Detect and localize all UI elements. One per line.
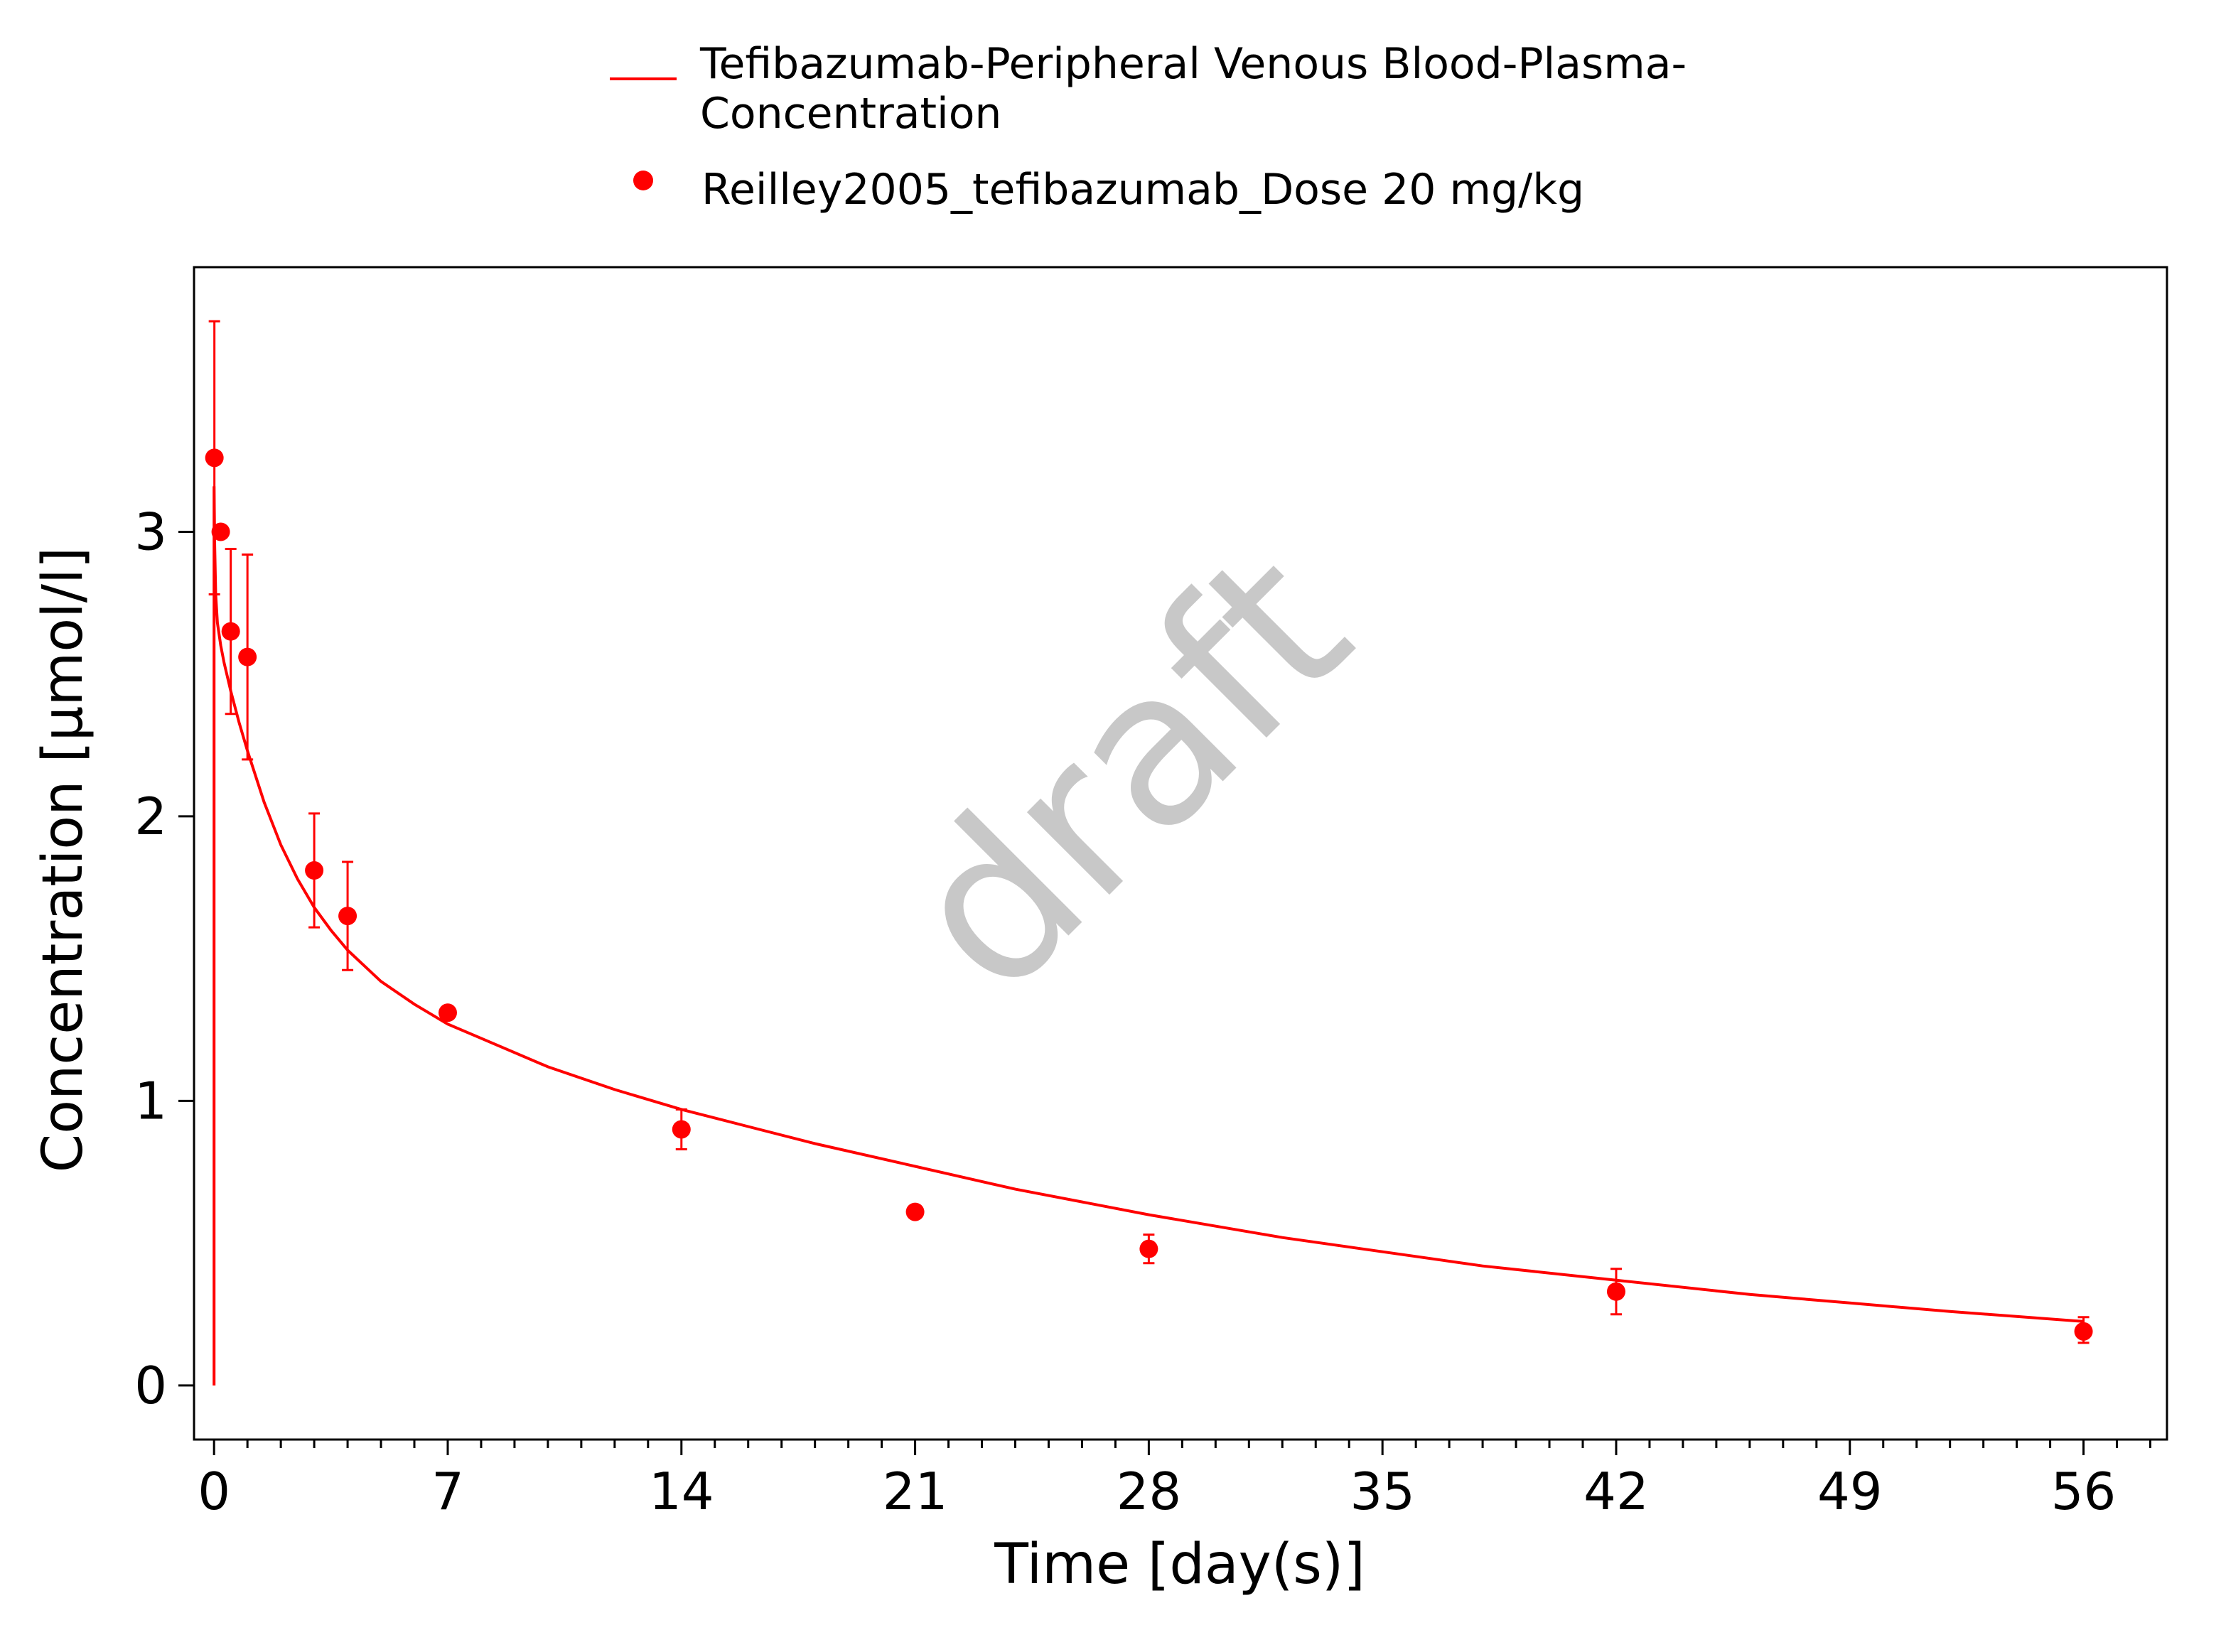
observed-point <box>672 1120 691 1139</box>
y-axis: 0 1 2 3 <box>134 502 194 1415</box>
x-tick-label: 49 <box>1817 1462 1883 1521</box>
legend-label-simulation-line2: Concentration <box>700 89 1001 139</box>
simulation-curve <box>213 486 2084 1386</box>
observed-point <box>2074 1322 2093 1341</box>
x-tick-label: 7 <box>431 1462 464 1521</box>
x-axis: 0 7 14 21 28 35 42 49 56 <box>198 1440 2152 1521</box>
legend-dot-marker <box>633 171 653 190</box>
plot-frame <box>193 266 2168 1441</box>
observed-point <box>438 1003 457 1022</box>
observed-point <box>1139 1239 1158 1258</box>
legend-label-observed: Reilley2005_tefibazumab_Dose 20 mg/kg <box>701 165 1584 215</box>
y-axis-title: Concentration [µmol/l] <box>31 547 95 1172</box>
y-tick-label: 1 <box>134 1071 167 1130</box>
observed-point <box>221 622 240 641</box>
observed-point <box>211 522 230 541</box>
y-tick-label: 2 <box>134 787 167 846</box>
observed-point <box>338 907 357 926</box>
x-tick-label: 28 <box>1117 1462 1182 1521</box>
x-tick-label: 35 <box>1350 1462 1415 1521</box>
legend: Tefibazumab-Peripheral Venous Blood-Plas… <box>610 39 1687 215</box>
x-tick-label: 0 <box>198 1462 230 1521</box>
x-tick-label: 56 <box>2051 1462 2117 1521</box>
observed-point <box>238 647 257 666</box>
x-tick-label: 42 <box>1583 1462 1649 1521</box>
observed-point <box>905 1202 925 1221</box>
watermark: draft <box>860 504 1395 1040</box>
y-tick-label: 0 <box>134 1356 167 1415</box>
observed-points-layer <box>205 320 2093 1344</box>
simulation-curve-layer <box>213 486 2084 1386</box>
x-tick-label: 21 <box>883 1462 948 1521</box>
x-axis-title: Time [day(s)] <box>994 1533 1365 1597</box>
observed-point <box>305 861 324 880</box>
y-tick-label: 3 <box>134 502 167 561</box>
observed-point <box>1606 1282 1625 1301</box>
legend-label-simulation-line1: Tefibazumab-Peripheral Venous Blood-Plas… <box>699 39 1687 89</box>
x-tick-label: 14 <box>649 1462 714 1521</box>
observed-point <box>205 448 224 468</box>
